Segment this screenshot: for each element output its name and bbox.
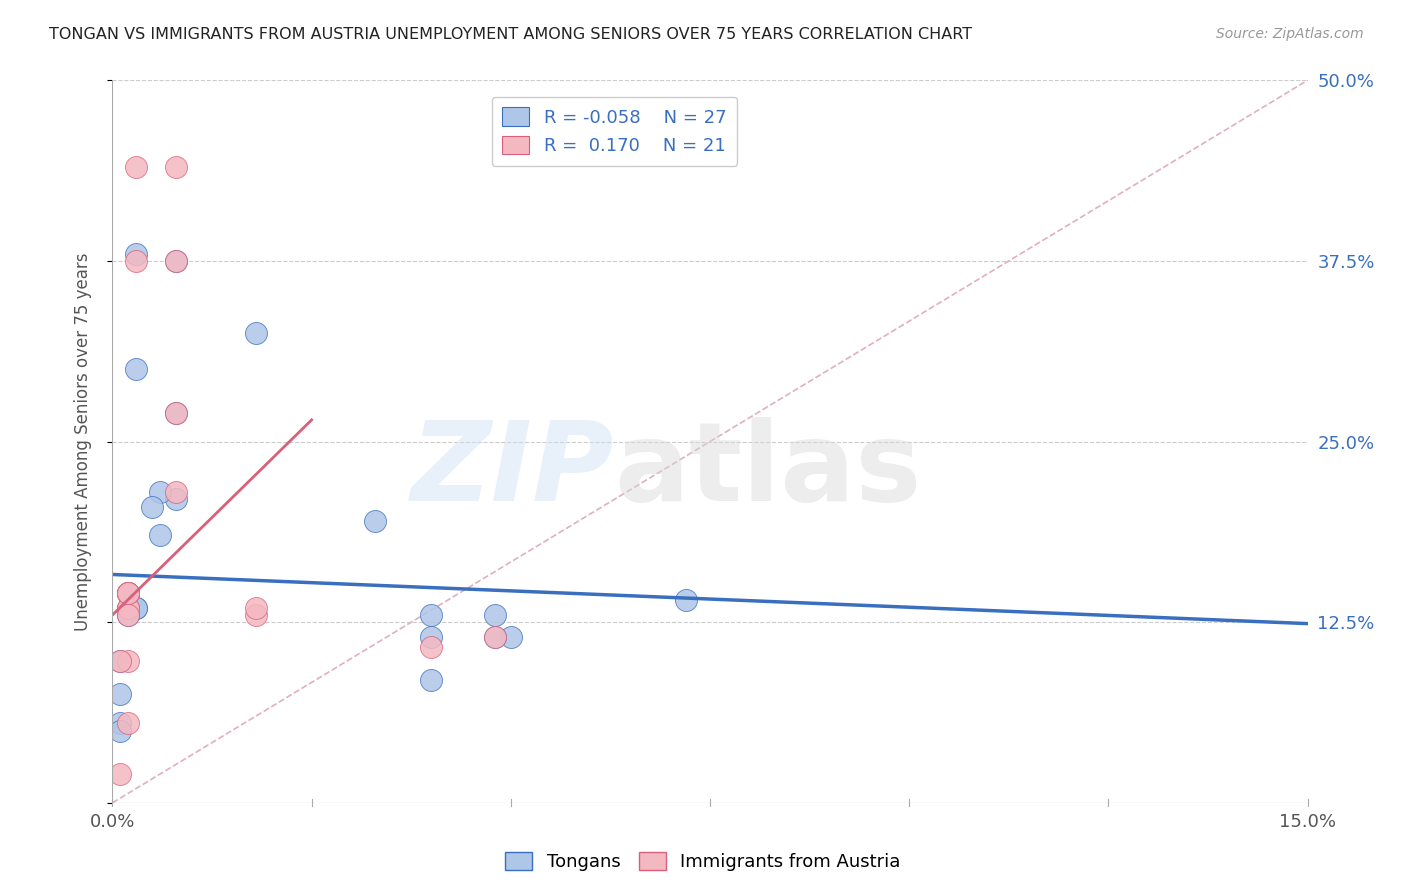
Point	[141, 500, 163, 514]
Point	[117, 716, 139, 731]
Text: Source: ZipAtlas.com: Source: ZipAtlas.com	[1216, 27, 1364, 41]
Point	[117, 607, 139, 622]
Point	[484, 607, 506, 622]
Point	[165, 253, 187, 268]
Point	[110, 767, 132, 781]
Point	[110, 654, 132, 668]
Legend: R = -0.058    N = 27, R =  0.170    N = 21: R = -0.058 N = 27, R = 0.170 N = 21	[492, 96, 737, 166]
Point	[125, 246, 148, 260]
Point	[117, 586, 139, 600]
Point	[245, 607, 267, 622]
Point	[484, 630, 506, 644]
Legend: Tongans, Immigrants from Austria: Tongans, Immigrants from Austria	[498, 845, 908, 879]
Point	[420, 673, 443, 687]
Point	[117, 586, 139, 600]
Point	[149, 485, 172, 500]
Point	[125, 253, 148, 268]
Point	[675, 593, 697, 607]
Text: TONGAN VS IMMIGRANTS FROM AUSTRIA UNEMPLOYMENT AMONG SENIORS OVER 75 YEARS CORRE: TONGAN VS IMMIGRANTS FROM AUSTRIA UNEMPL…	[49, 27, 973, 42]
Point	[165, 406, 187, 420]
Point	[117, 607, 139, 622]
Point	[484, 630, 506, 644]
Point	[499, 630, 522, 644]
Point	[110, 716, 132, 731]
Point	[165, 406, 187, 420]
Point	[125, 362, 148, 376]
Point	[117, 654, 139, 668]
Text: ZIP: ZIP	[411, 417, 614, 524]
Point	[110, 654, 132, 668]
Point	[117, 600, 139, 615]
Point	[165, 253, 187, 268]
Point	[125, 600, 148, 615]
Text: atlas: atlas	[614, 417, 922, 524]
Point	[117, 586, 139, 600]
Point	[420, 630, 443, 644]
Point	[117, 586, 139, 600]
Point	[110, 687, 132, 701]
Point	[117, 600, 139, 615]
Point	[125, 600, 148, 615]
Point	[149, 528, 172, 542]
Point	[117, 586, 139, 600]
Point	[245, 326, 267, 340]
Point	[420, 607, 443, 622]
Point	[125, 160, 148, 174]
Point	[245, 600, 267, 615]
Point	[364, 514, 387, 528]
Point	[165, 160, 187, 174]
Point	[165, 492, 187, 507]
Y-axis label: Unemployment Among Seniors over 75 years: Unemployment Among Seniors over 75 years	[73, 252, 91, 631]
Point	[165, 485, 187, 500]
Point	[420, 640, 443, 654]
Point	[117, 586, 139, 600]
Point	[110, 723, 132, 738]
Point	[117, 600, 139, 615]
